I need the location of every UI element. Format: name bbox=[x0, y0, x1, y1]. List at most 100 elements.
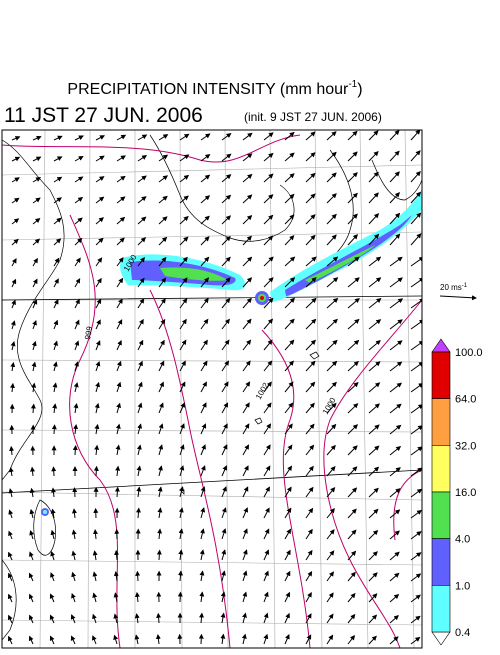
wind-arrow bbox=[201, 550, 203, 560]
wind-arrow bbox=[348, 573, 355, 582]
wind-arrow bbox=[96, 362, 99, 371]
wind-arrow bbox=[159, 238, 167, 246]
wind-arrow bbox=[96, 299, 101, 308]
wind-arrow bbox=[222, 361, 229, 371]
wind-arrow bbox=[180, 445, 184, 455]
colorbar-label: 1.0 bbox=[455, 580, 470, 592]
wind-arrow bbox=[117, 299, 122, 308]
wind-arrow bbox=[348, 636, 354, 644]
wind-arrow bbox=[52, 531, 54, 539]
wind-arrow bbox=[180, 134, 189, 140]
wind-arrow bbox=[264, 508, 269, 518]
wind-arrow bbox=[75, 425, 76, 434]
wind-arrow bbox=[411, 638, 420, 645]
wind-arrow bbox=[12, 219, 18, 224]
wind-arrow bbox=[369, 320, 380, 329]
wind-arrow bbox=[369, 636, 376, 644]
wind-arrow bbox=[369, 467, 378, 476]
wind-arrow bbox=[390, 131, 399, 140]
wind-arrow bbox=[411, 489, 422, 497]
wind-arrow bbox=[9, 532, 12, 540]
wind-arrow bbox=[327, 446, 335, 455]
wind-arrow bbox=[201, 466, 205, 476]
wind-arrow bbox=[285, 236, 294, 245]
contour-label: 1000 bbox=[321, 396, 338, 416]
wind-arrow bbox=[73, 573, 76, 581]
wind-arrow bbox=[201, 237, 209, 245]
wind-arrow bbox=[159, 487, 161, 497]
wind-arrow bbox=[243, 550, 247, 560]
wind-arrow bbox=[348, 278, 359, 287]
wind-arrow bbox=[264, 340, 272, 350]
wind-arrow bbox=[306, 382, 315, 392]
wind-arrow bbox=[12, 300, 15, 308]
wind-arrow bbox=[222, 508, 226, 518]
wind-arrow bbox=[327, 614, 333, 623]
wind-arrow bbox=[201, 424, 206, 434]
wind-arrow bbox=[12, 342, 14, 350]
wind-arrow bbox=[180, 550, 181, 560]
wind-arrow bbox=[369, 488, 378, 497]
wind-arrow bbox=[306, 530, 312, 539]
wind-arrow bbox=[243, 487, 248, 497]
wind-arrow bbox=[411, 234, 421, 245]
wind-arrow bbox=[306, 319, 316, 329]
wind-arrow bbox=[96, 218, 103, 224]
wind-arrow bbox=[137, 572, 138, 581]
wind-arrow bbox=[180, 571, 181, 581]
wind-arrow bbox=[285, 319, 294, 329]
wind-arrow bbox=[75, 320, 79, 329]
colorbar-segment bbox=[432, 352, 450, 399]
wind-arrow bbox=[75, 157, 83, 162]
wind-arrow bbox=[138, 176, 146, 182]
wind-arrow bbox=[96, 197, 104, 203]
wind-arrow bbox=[96, 320, 100, 329]
wind-arrow bbox=[33, 219, 40, 224]
wind-arrow bbox=[285, 466, 292, 476]
wind-arrow bbox=[327, 194, 336, 203]
wind-arrow bbox=[390, 573, 399, 581]
graticule bbox=[2, 130, 422, 648]
wind-arrow bbox=[369, 552, 377, 560]
wind-arrow bbox=[264, 257, 273, 266]
wind-arrow bbox=[30, 595, 33, 603]
colorbar-label: 64.0 bbox=[455, 394, 476, 406]
wind-arrow bbox=[264, 361, 272, 371]
wind-arrow bbox=[158, 635, 159, 644]
wind-arrow bbox=[369, 362, 380, 371]
wind-arrow bbox=[75, 488, 76, 497]
wind-arrow bbox=[411, 130, 420, 140]
wind-arrow bbox=[159, 155, 167, 161]
wind-arrow bbox=[285, 614, 289, 623]
wind-arrow bbox=[243, 403, 249, 413]
wind-arrow bbox=[327, 635, 333, 644]
wind-arrow bbox=[138, 135, 146, 140]
wind-arrow bbox=[12, 137, 20, 140]
wind-arrow bbox=[327, 278, 338, 287]
wind-arrow bbox=[137, 593, 138, 602]
wind-arrow bbox=[201, 361, 207, 371]
wind-arrow bbox=[243, 361, 250, 371]
wind-arrow bbox=[12, 384, 13, 392]
wind-arrow bbox=[201, 635, 202, 644]
wind-arrow bbox=[411, 151, 420, 161]
wind-arrow bbox=[12, 157, 19, 161]
wind-arrow bbox=[306, 132, 315, 140]
wind-arrow bbox=[31, 531, 34, 539]
wind-arrow bbox=[243, 508, 247, 518]
wind-arrow bbox=[306, 153, 315, 161]
wind-arrow bbox=[306, 509, 313, 518]
wind-arrow bbox=[96, 279, 101, 287]
wind-arrow bbox=[348, 530, 356, 539]
wind-arrow bbox=[201, 571, 203, 581]
wind-arrow bbox=[285, 572, 290, 581]
wind-arrow bbox=[348, 488, 356, 497]
wind-arrow bbox=[75, 258, 80, 266]
wind-arrow bbox=[54, 467, 55, 476]
wind-arrow bbox=[159, 341, 164, 350]
wind-arrow bbox=[348, 509, 356, 518]
wind-arrow bbox=[159, 466, 161, 476]
wind-arrow bbox=[93, 615, 96, 623]
wind-arrow bbox=[285, 382, 293, 392]
wind-arrow bbox=[201, 614, 202, 624]
